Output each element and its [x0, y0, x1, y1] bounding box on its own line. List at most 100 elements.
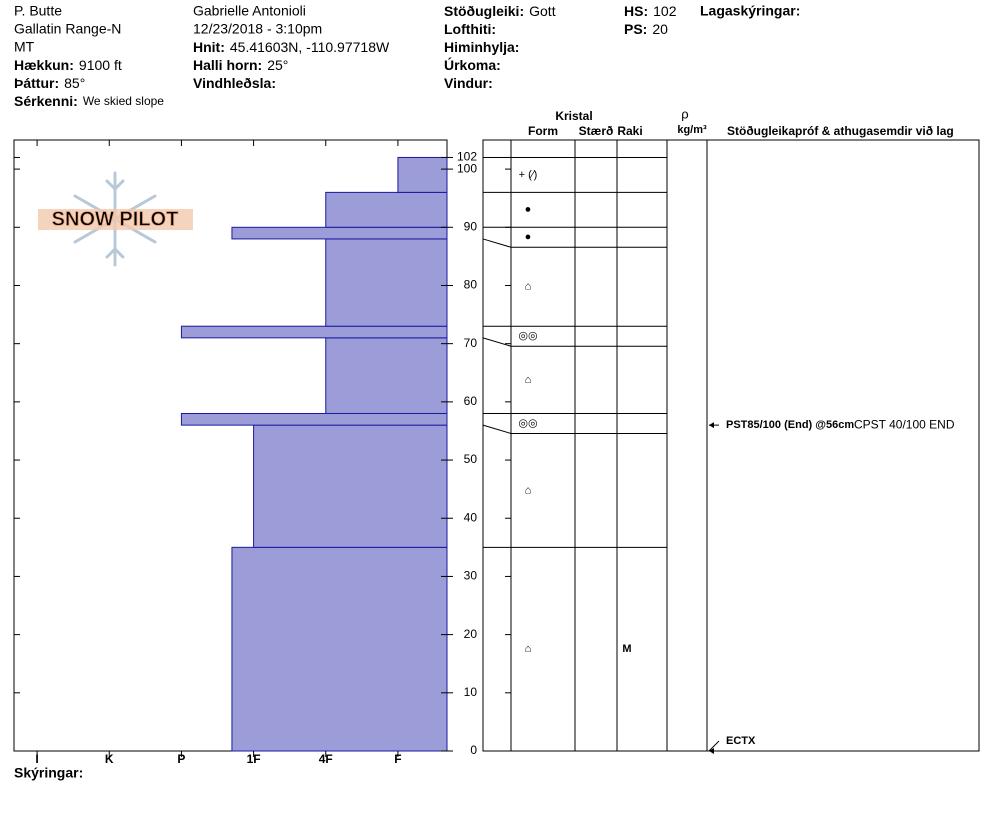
header-field: Stöðugleiki: Gott	[444, 3, 556, 19]
field-label: Sérkenni:	[14, 93, 78, 109]
table-group: Kristal	[555, 109, 592, 123]
header-field: HS: 102	[624, 3, 677, 19]
hardness-bar	[231, 546, 448, 752]
depth-label: 50	[464, 452, 478, 466]
depth-label: 90	[464, 219, 478, 233]
observer: Gabrielle Antonioli	[193, 3, 306, 19]
crystal-form: ●	[525, 231, 532, 243]
field-value: Gott	[529, 3, 556, 19]
logo-band	[38, 209, 193, 230]
density-unit: kg/m³	[677, 124, 707, 136]
header-field: Sérkenni: We skied slope	[14, 93, 164, 109]
hardness-label: 4F	[319, 752, 333, 766]
header-field: Þáttur: 85°	[14, 75, 85, 91]
field-label: Himinhylja:	[444, 39, 519, 55]
hardness-bar	[325, 337, 448, 414]
density-symbol: ρ	[681, 106, 688, 121]
layer-connector	[482, 424, 512, 434]
table-frame	[482, 139, 980, 752]
column-header: Form	[528, 124, 558, 138]
field-label: Lofthiti:	[444, 21, 496, 37]
test-arrow	[708, 740, 720, 752]
depth-label: 70	[464, 336, 478, 350]
test-arrowhead	[709, 748, 714, 754]
field-label: Vindur:	[444, 75, 493, 91]
header-field: Halli horn: 25°	[193, 57, 288, 73]
field-value: 45.41603N, -110.97718W	[230, 39, 390, 55]
hardness-bar	[325, 238, 448, 327]
footer-label: Skýringar:	[14, 765, 83, 781]
test-note: CPST 40/100 END	[854, 417, 955, 431]
crystal-form: ●	[525, 204, 532, 216]
datetime: 12/23/2018 - 3:10pm	[193, 21, 322, 37]
hardness-bar	[180, 325, 448, 339]
hardness-bar	[253, 424, 448, 548]
hardness-bar	[231, 226, 448, 240]
layer-connector	[482, 238, 512, 248]
field-label: Hnit:	[193, 39, 225, 55]
hardness-label: F	[394, 752, 401, 766]
header-field: Vindhleðsla:	[193, 75, 276, 91]
hardness-bar	[325, 191, 448, 228]
crystal-form: ⌂	[525, 484, 532, 496]
test-arrowhead	[709, 422, 714, 429]
depth-label: 0	[470, 743, 477, 757]
depth-label: 100	[457, 161, 477, 175]
header-field: Úrkoma:	[444, 56, 501, 73]
field-label: PS:	[624, 21, 647, 37]
test-label: PST85/100 (End) @56cm	[726, 419, 854, 431]
layer-connector	[482, 337, 512, 347]
hardness-label: 1F	[247, 752, 261, 766]
header-field: Lofthiti:	[444, 21, 496, 37]
notes-label: Lagaskýringar:	[700, 3, 800, 19]
depth-label: 102	[457, 150, 477, 164]
header-field: PS: 20	[624, 21, 668, 37]
depth-label: 40	[464, 510, 478, 524]
crystal-form: ⌂	[525, 281, 532, 293]
field-label: Halli horn:	[193, 57, 262, 73]
field-label: Úrkoma:	[444, 56, 501, 73]
hardness-bar	[180, 412, 448, 426]
depth-label: 20	[464, 627, 478, 641]
hardness-label: K	[105, 752, 114, 766]
field-value: 9100 ft	[79, 57, 122, 73]
depth-label: 80	[464, 278, 478, 292]
hardness-label: P	[177, 752, 185, 766]
field-value: We skied slope	[83, 94, 164, 108]
field-value: 25°	[267, 57, 288, 73]
header-field: Hækkun: 9100 ft	[14, 57, 122, 73]
logo-text: SNOW PILOT	[52, 208, 179, 230]
crystal-form: ⌂	[525, 374, 532, 386]
field-label: HS:	[624, 3, 648, 19]
crystal-form: ◎◎	[518, 330, 537, 342]
test-label: ECTX	[726, 735, 756, 747]
field-value: 20	[652, 21, 668, 37]
field-value: 85°	[64, 75, 85, 91]
location-line: MT	[14, 39, 35, 55]
header-field: Vindur:	[444, 75, 493, 91]
location-line: Gallatin Range-N	[14, 21, 121, 37]
header-field: Himinhylja:	[444, 39, 519, 55]
hardness-label: I	[35, 752, 38, 766]
hardness-bar	[397, 156, 448, 193]
header-field: Hnit: 45.41603N, -110.97718W	[193, 39, 390, 55]
crystal-form: ⌂	[525, 643, 532, 655]
crystal-form: + (⁄)	[519, 169, 538, 181]
depth-label: 60	[464, 394, 478, 408]
moisture: M	[622, 643, 631, 655]
field-label: Hækkun:	[14, 57, 74, 73]
depth-label: 10	[464, 685, 478, 699]
location-line: P. Butte	[14, 3, 62, 19]
table-columns	[510, 140, 708, 751]
field-label: Þáttur:	[14, 75, 59, 91]
column-header: Stærð	[579, 124, 614, 138]
comments-title: Stöðugleikapróf & athugasemdir við lag	[727, 124, 954, 138]
column-header: Raki	[617, 124, 642, 138]
crystal-form: ◎◎	[518, 417, 537, 429]
field-label: Stöðugleiki:	[444, 3, 524, 19]
depth-label: 30	[464, 569, 478, 583]
field-label: Vindhleðsla:	[193, 75, 276, 91]
field-value: 102	[653, 3, 677, 19]
